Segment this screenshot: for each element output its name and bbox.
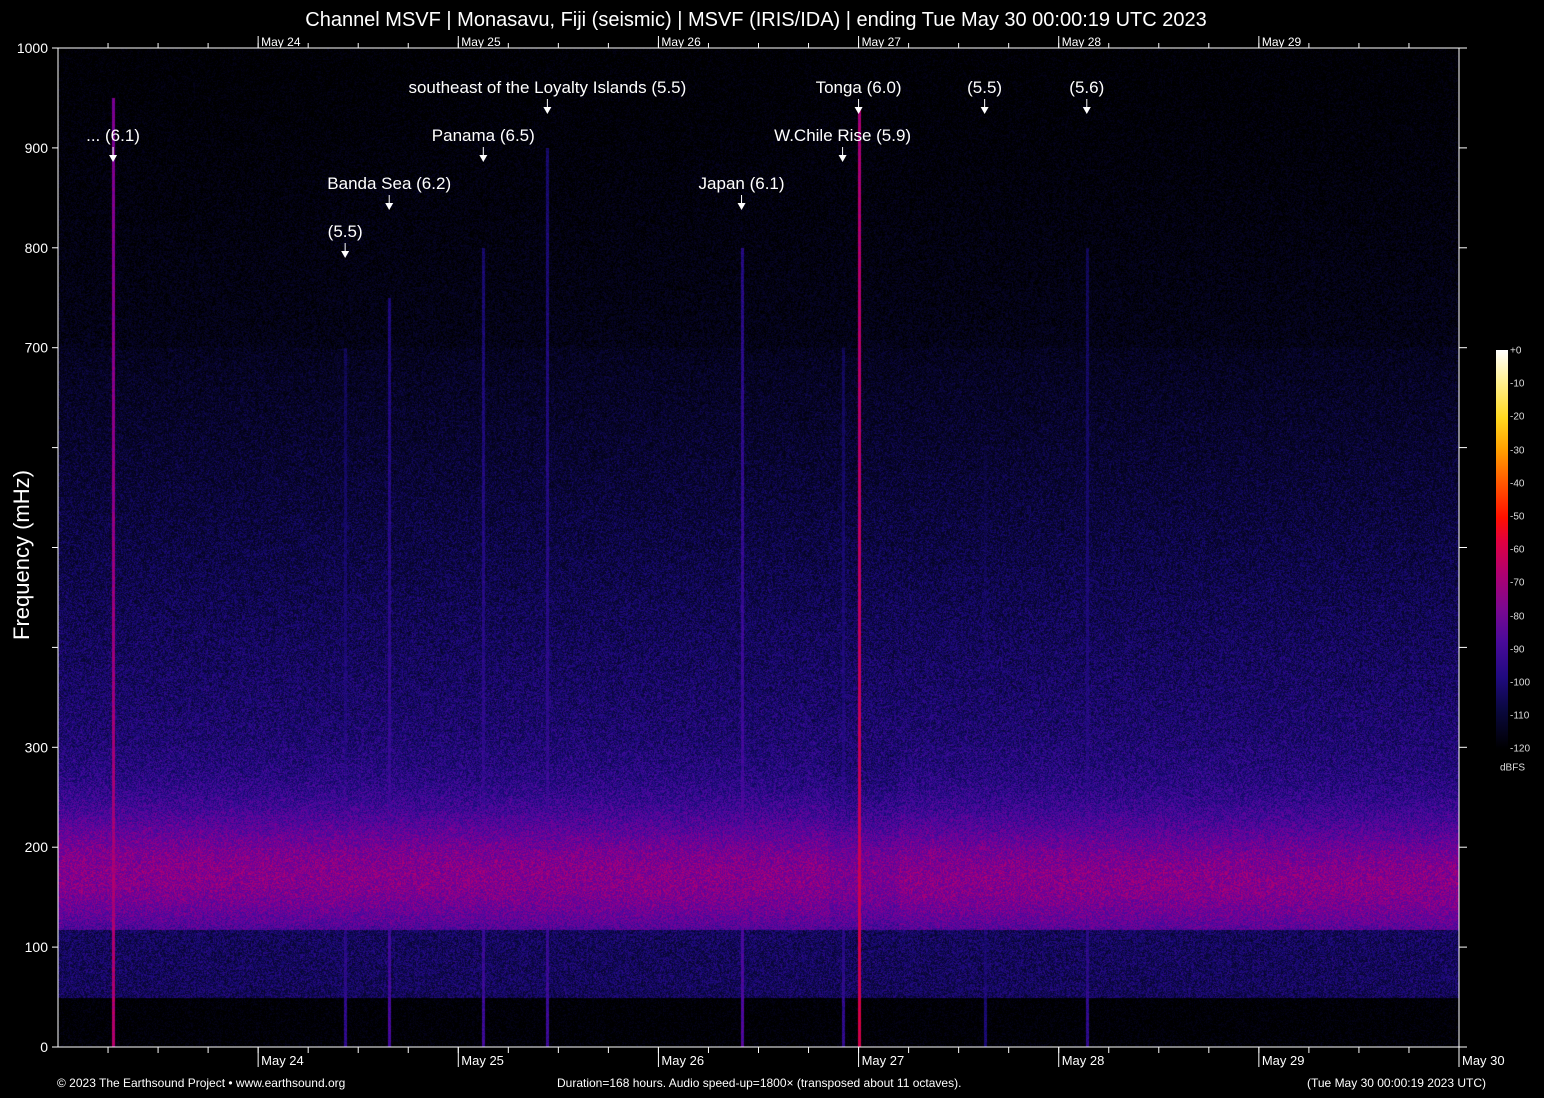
event-label: W.Chile Rise (5.9) [774,126,911,145]
footer-copyright: © 2023 The Earthsound Project • www.eart… [57,1076,345,1090]
event-arrow-icon [839,155,847,162]
y-tick-label: 100 [25,939,49,955]
footer-duration: Duration=168 hours. Audio speed-up=1800×… [557,1076,961,1090]
y-tick-label: 900 [25,140,49,156]
x-tick-label-top: May 29 [1262,35,1302,49]
event-label: southeast of the Loyalty Islands (5.5) [408,78,686,97]
x-tick-label-top: May 24 [261,35,301,49]
colorbar-tick: -70 [1510,578,1524,589]
event-label: Japan (6.1) [699,174,785,193]
colorbar-tick: -100 [1510,678,1530,689]
x-tick-label-top: May 27 [862,35,902,49]
event-label: (5.6) [1069,78,1104,97]
plot-frame [58,48,1459,1047]
event-arrow-icon [543,107,551,114]
colorbar-label: dBFS [1500,763,1525,774]
x-tick-label: May 29 [1262,1053,1305,1068]
x-tick-label: May 24 [261,1053,304,1068]
x-tick-label-top: May 26 [661,35,701,49]
colorbar-tick: -110 [1510,711,1529,722]
event-arrow-icon [385,203,393,210]
event-arrow-icon [479,155,487,162]
footer-timestamp: (Tue May 30 00:00:19 2023 UTC) [1307,1076,1486,1090]
x-tick-label: May 25 [461,1053,504,1068]
colorbar-tick: -10 [1510,379,1524,390]
event-label: ... (6.1) [86,126,140,145]
y-tick-label: 200 [25,839,49,855]
x-tick-label: May 26 [661,1053,704,1068]
event-arrow-icon [1083,107,1091,114]
colorbar-tick: -30 [1510,445,1524,456]
y-tick-label: 800 [25,240,49,256]
event-label: Tonga (6.0) [816,78,902,97]
y-axis-label: Frequency (mHz) [9,470,35,640]
x-tick-label-top: May 25 [461,35,501,49]
event-label: Banda Sea (6.2) [327,174,451,193]
y-tick-label: 0 [40,1039,48,1055]
x-tick-label: May 30 [1462,1053,1505,1068]
y-tick-label: 300 [25,739,49,755]
event-arrow-icon [738,203,746,210]
colorbar-tick: +0 [1510,346,1521,357]
y-tick-label: 700 [25,340,49,356]
colorbar-tick: -20 [1510,412,1524,423]
x-tick-label: May 27 [862,1053,905,1068]
colorbar-tick: -40 [1510,478,1524,489]
event-label: (5.5) [967,78,1002,97]
event-arrow-icon [109,155,117,162]
colorbar [1496,350,1508,749]
colorbar-tick: -120 [1510,744,1530,755]
x-tick-label: May 28 [1062,1053,1105,1068]
event-arrow-icon [981,107,989,114]
colorbar-tick: -90 [1510,644,1524,655]
colorbar-tick: -60 [1510,545,1524,556]
colorbar-tick: -50 [1510,512,1524,523]
colorbar-tick: -80 [1510,611,1524,622]
x-tick-label-top: May 28 [1062,35,1102,49]
y-tick-label: 1000 [17,40,48,56]
event-label: (5.5) [328,222,363,241]
event-arrow-icon [855,107,863,114]
event-label: Panama (6.5) [432,126,535,145]
event-arrow-icon [341,251,349,258]
